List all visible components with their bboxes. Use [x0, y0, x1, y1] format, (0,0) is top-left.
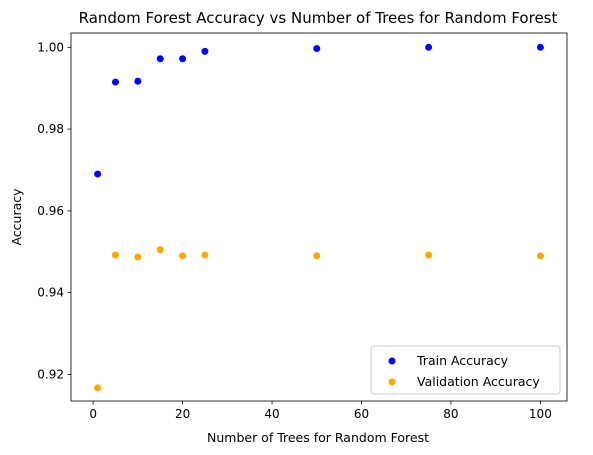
- legend-label-validation: Validation Accuracy: [417, 374, 540, 389]
- y-tick-label: 0.98: [37, 122, 64, 136]
- y-tick-label: 0.92: [37, 367, 64, 381]
- validation-accuracy-point: [313, 252, 321, 260]
- chart-title: Random Forest Accuracy vs Number of Tree…: [79, 9, 558, 27]
- train-accuracy-point: [156, 55, 164, 63]
- train-accuracy-point: [536, 43, 544, 51]
- legend-box: [370, 345, 561, 395]
- train-accuracy-point: [179, 55, 187, 63]
- train-accuracy-point: [94, 170, 102, 178]
- train-accuracy-point: [425, 43, 433, 51]
- x-tick-label: 80: [443, 407, 458, 421]
- legend: Train Accuracy Validation Accuracy: [370, 345, 561, 395]
- train-accuracy-point: [134, 77, 142, 85]
- validation-accuracy-point: [112, 251, 120, 259]
- legend-marker-validation: [388, 378, 396, 386]
- train-accuracy-point: [313, 45, 321, 53]
- y-tick-label: 0.96: [37, 204, 64, 218]
- y-tick-label: 1.00: [37, 40, 64, 54]
- validation-accuracy-point: [536, 252, 544, 260]
- x-axis-title: Number of Trees for Random Forest: [207, 430, 429, 445]
- legend-marker-train: [388, 357, 396, 365]
- x-tick-label: 20: [175, 407, 190, 421]
- validation-accuracy-point: [94, 384, 102, 392]
- x-tick-label: 40: [264, 407, 279, 421]
- x-tick-label: 100: [529, 407, 552, 421]
- validation-accuracy-point: [156, 246, 164, 254]
- y-tick-label: 0.94: [37, 286, 64, 300]
- validation-accuracy-point: [201, 251, 209, 259]
- validation-accuracy-point: [179, 252, 187, 260]
- x-tick-label: 60: [354, 407, 369, 421]
- train-accuracy-point: [112, 78, 120, 86]
- x-tick-label: 0: [89, 407, 97, 421]
- train-accuracy-point: [201, 47, 209, 55]
- x-axis: 0 20 40 60 80 100: [89, 401, 552, 421]
- data-points: [94, 43, 544, 392]
- legend-label-train: Train Accuracy: [416, 353, 509, 368]
- y-axis-title: Accuracy: [9, 188, 24, 246]
- plot-area: [70, 32, 568, 402]
- validation-accuracy-point: [134, 253, 142, 261]
- validation-accuracy-point: [425, 251, 433, 259]
- y-axis: 0.92 0.94 0.96 0.98 1.00: [37, 40, 71, 381]
